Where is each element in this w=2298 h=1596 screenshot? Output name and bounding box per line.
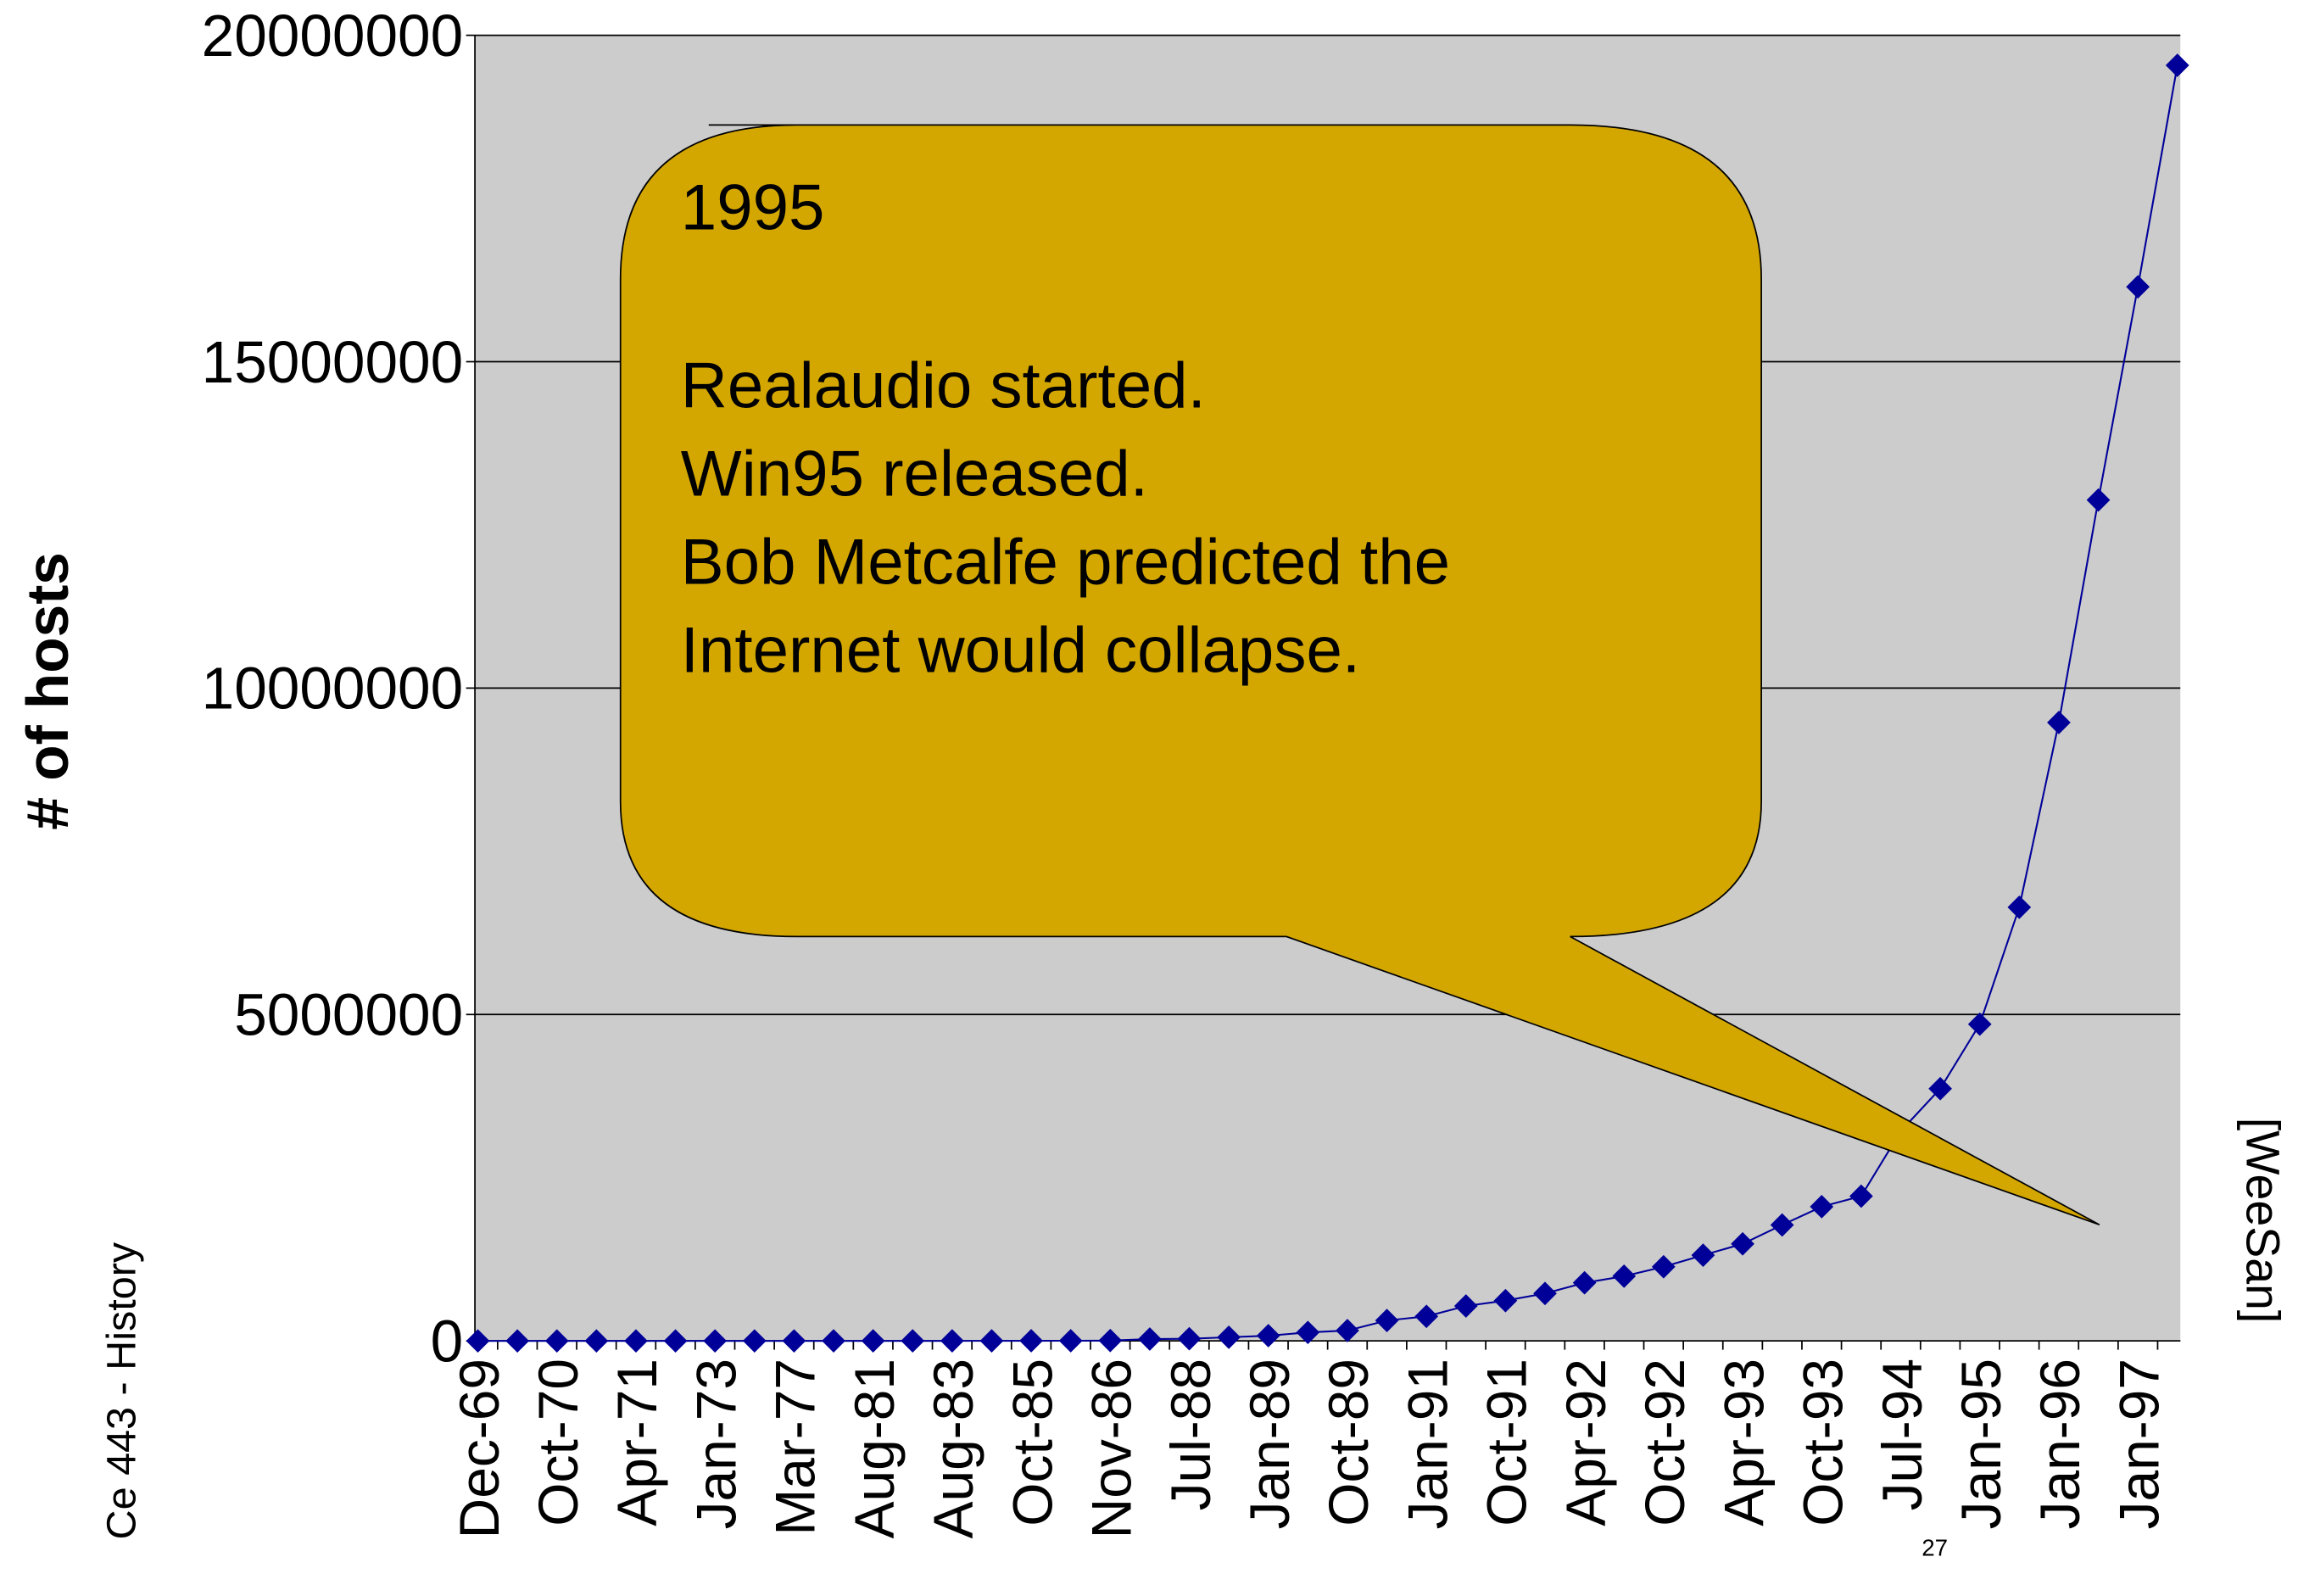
marker	[1375, 1309, 1399, 1332]
callout	[619, 124, 2100, 1226]
marker	[742, 1329, 767, 1353]
marker	[1849, 1184, 1873, 1208]
marker	[1256, 1324, 1280, 1348]
marker	[1731, 1231, 1754, 1256]
x-tick-label: Oct-85	[1001, 1359, 1063, 1526]
footer-right: [WeeSan]	[2236, 1118, 2289, 1324]
x-tick-label: Dec-69	[448, 1359, 510, 1538]
x-tick-label: Mar-77	[764, 1359, 827, 1536]
marker	[1453, 1294, 1478, 1318]
x-tick-label: Aug-83	[922, 1359, 984, 1538]
marker	[1138, 1327, 1162, 1351]
marker	[1019, 1329, 1043, 1353]
x-tick-label: Jul-88	[1159, 1359, 1222, 1510]
page-number: 27	[1922, 1534, 1948, 1560]
marker	[2126, 275, 2150, 299]
footer-left: Ce 443 - History	[99, 1242, 145, 1539]
x-tick-label: Jul-94	[1871, 1359, 1933, 1510]
x-tick-label: Apr-71	[605, 1359, 668, 1526]
x-tick-label: Oct-89	[1317, 1359, 1380, 1526]
x-tick-label: Oct-92	[1633, 1359, 1696, 1526]
marker	[584, 1329, 609, 1353]
y-tick-label: 10000000	[202, 656, 464, 722]
marker	[901, 1329, 925, 1353]
marker	[1058, 1329, 1083, 1353]
marker	[782, 1329, 806, 1353]
marker	[1651, 1254, 1676, 1279]
x-tick-label: Nov-86	[1080, 1359, 1143, 1538]
marker	[466, 1329, 490, 1353]
x-tick-label: Jan-96	[2028, 1359, 2091, 1529]
y-axis-label: # of hosts	[14, 552, 81, 830]
marker	[1098, 1328, 1123, 1353]
marker	[861, 1329, 885, 1353]
marker	[1177, 1326, 1202, 1351]
annotation-text: Realaudio started. Win95 released. Bob Met…	[681, 349, 1450, 686]
marker	[2047, 711, 2071, 734]
y-tick-label: 20000000	[202, 3, 464, 69]
marker	[544, 1329, 569, 1353]
marker	[1691, 1243, 1715, 1267]
x-tick-label: Jan-95	[1949, 1359, 2012, 1529]
marker	[1533, 1281, 1557, 1306]
y-tick-label: 5000000	[234, 982, 463, 1048]
marker	[1810, 1195, 1834, 1219]
x-tick-label: Jan-97	[2107, 1359, 2170, 1529]
marker	[979, 1329, 1004, 1353]
x-tick-label: Oct-91	[1475, 1359, 1538, 1526]
marker	[940, 1329, 964, 1353]
annotation-line: Realaudio started.	[681, 349, 1206, 421]
x-tick-label: Oct-93	[1792, 1359, 1855, 1526]
annotation-title: 1995	[681, 171, 825, 243]
marker	[2165, 53, 2189, 77]
annotation-line: Internet would collapse.	[681, 614, 1360, 686]
x-tick-label: Aug-81	[843, 1359, 906, 1538]
marker	[1612, 1264, 1637, 1288]
marker	[703, 1329, 728, 1353]
marker	[1414, 1304, 1439, 1329]
marker	[663, 1329, 688, 1353]
grid	[466, 34, 2181, 1350]
y-tick-label: 15000000	[202, 329, 464, 395]
marker	[1572, 1270, 1597, 1295]
marker	[1336, 1319, 1359, 1342]
x-tick-label: Oct-70	[527, 1359, 589, 1526]
marker	[2007, 896, 2032, 919]
marker	[624, 1329, 648, 1353]
marker	[1770, 1213, 1794, 1237]
annotation-line: Win95 released.	[681, 438, 1148, 510]
x-tick-label: Jan-89	[1238, 1359, 1301, 1529]
marker	[1928, 1076, 1952, 1101]
marker	[1967, 1012, 1992, 1036]
marker	[505, 1329, 530, 1353]
marker	[1296, 1320, 1320, 1345]
x-tick-label: Apr-92	[1554, 1359, 1617, 1526]
x-tick-label: Apr-93	[1712, 1359, 1775, 1526]
annotation-line: Bob Metcalfe predicted the	[681, 526, 1450, 598]
x-tick-label: Jan-91	[1396, 1359, 1459, 1529]
marker	[2086, 488, 2111, 512]
marker	[1217, 1325, 1241, 1349]
marker	[822, 1329, 845, 1353]
x-tick-label: Jan-73	[684, 1359, 747, 1529]
y-tick-label: 0	[431, 1308, 464, 1374]
